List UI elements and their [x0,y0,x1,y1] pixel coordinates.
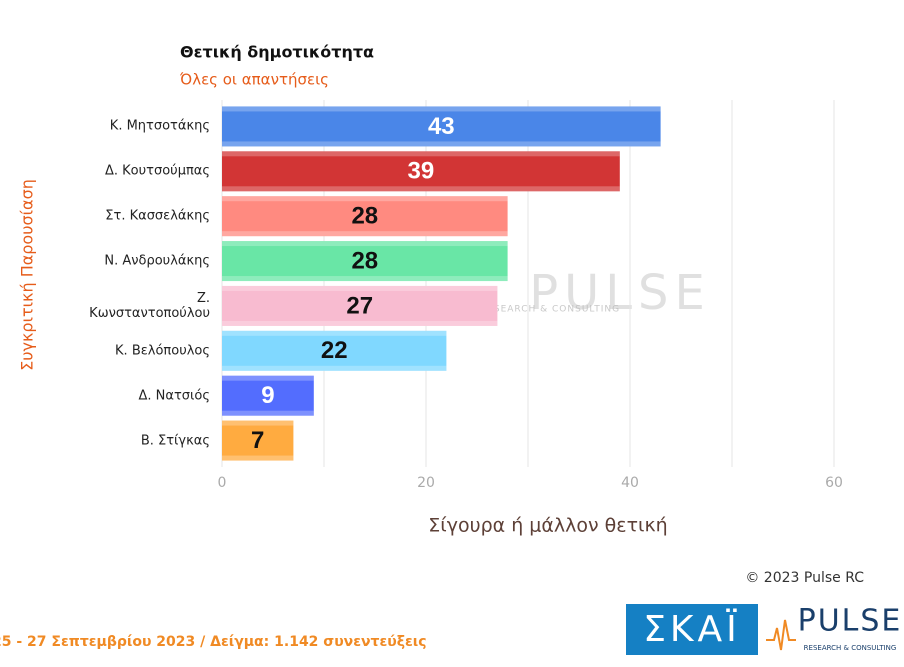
bar-highlight [222,455,294,461]
pulse-logo-wave [766,619,796,651]
bar [222,196,508,237]
chart-title: Θετική δημοτικότητα [180,43,374,62]
category-label: Δ. Κουτσούμπας [105,163,210,179]
bar-highlight [222,151,620,157]
x-axis-label: Σίγουρα ή μάλλον θετική [428,515,667,537]
footer: 25 - 27 Σεπτεμβρίου 2023 / Δείγμα: 1.142… [0,634,427,650]
bar-highlight [222,186,620,192]
bar-highlight [222,231,508,237]
value-label: 39 [408,158,435,185]
y-axis-label: Συγκριτική Παρουσίαση [18,179,37,371]
value-label: 28 [351,247,378,274]
value-label: 27 [346,292,373,319]
bar [222,106,661,147]
x-tick-label: 60 [825,475,843,491]
pulse-logo: PULSE [798,604,903,639]
bar-highlight [222,375,314,381]
bar [222,375,314,416]
bar [222,285,498,326]
bar [222,420,294,461]
bar-highlight [222,141,661,147]
category-label: Β. Στίγκας [140,433,210,449]
bar-highlight [222,276,508,282]
bar-highlight [222,330,447,336]
value-label: 43 [428,113,455,140]
x-tick-label: 0 [218,475,227,491]
x-tick-label: 20 [417,475,435,491]
bar-highlight [222,285,498,291]
bar [222,151,620,192]
value-label: 28 [351,203,378,230]
category-label: Κ. Βελόπουλος [115,343,210,359]
bar-highlight [222,420,294,426]
value-label: 22 [321,337,348,364]
bar-highlight [222,106,661,112]
value-label: 9 [261,382,274,409]
chart-subtitle: Όλες οι απαντήσεις [179,71,329,89]
category-label: Ζ. Κωνσταντοπούλου [89,290,210,321]
category-label: Κ. Μητσοτάκης [109,118,210,134]
bar-highlight [222,196,508,202]
category-label: Στ. Κασσελάκης [105,208,210,224]
x-tick-label: 40 [621,475,639,491]
skai-logo-box [626,604,758,655]
bar-highlight [222,241,508,247]
watermark-tagline: RESEARCH & CONSULTING [480,305,620,315]
bar-highlight [222,320,498,326]
category-label: Ν. Ανδρουλάκης [104,253,210,269]
skai-logo: ΣΚΑΪ [643,608,741,650]
bar-highlight [222,365,447,371]
bar [222,330,447,371]
copyright: © 2023 Pulse RC [745,570,864,586]
value-label: 7 [251,427,264,454]
bar-highlight [222,410,314,416]
category-label: Δ. Νατσιός [138,388,211,404]
pulse-logo-tagline: RESEARCH & CONSULTING [804,644,897,652]
bar [222,241,508,282]
watermark: PULSE [529,265,711,321]
